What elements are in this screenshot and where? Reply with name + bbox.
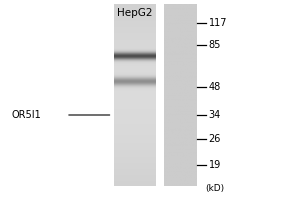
Text: HepG2: HepG2 <box>117 8 153 18</box>
Text: OR5I1: OR5I1 <box>12 110 42 120</box>
Text: 26: 26 <box>208 134 221 144</box>
Text: 117: 117 <box>208 18 227 28</box>
Text: 19: 19 <box>208 160 221 170</box>
Text: 85: 85 <box>208 40 221 50</box>
Text: 48: 48 <box>208 82 221 92</box>
Text: 34: 34 <box>208 110 221 120</box>
Text: (kD): (kD) <box>206 184 225 192</box>
